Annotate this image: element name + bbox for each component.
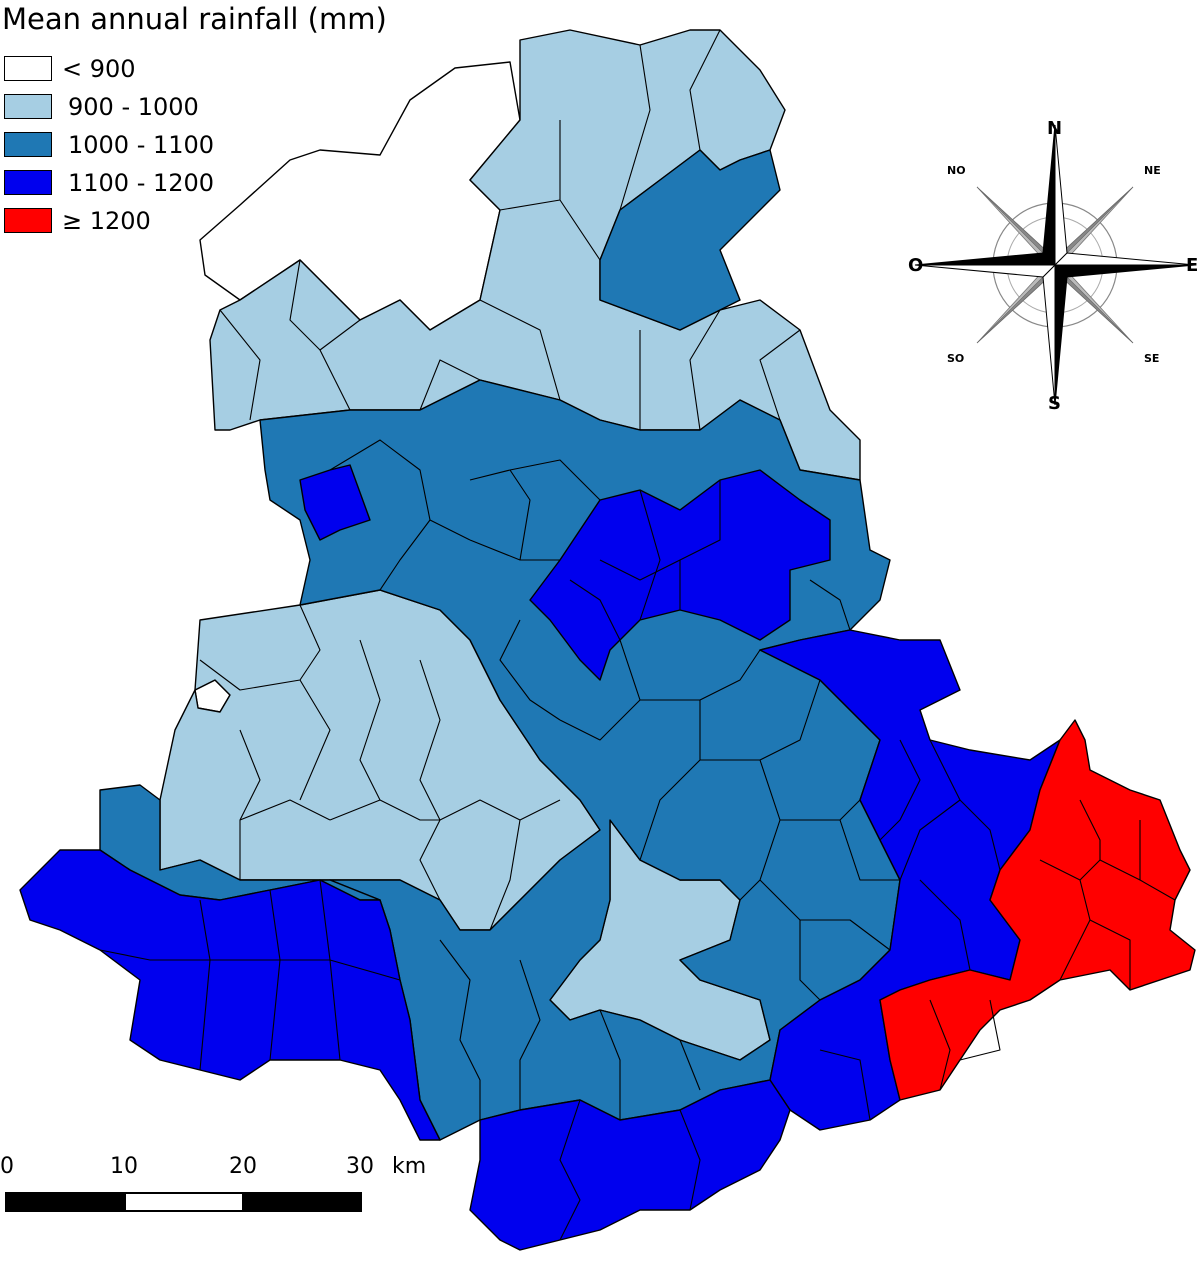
legend-swatch [4,132,52,157]
legend-label: 1000 - 1100 [68,131,215,159]
legend-swatch [4,94,52,119]
scale-tick-label: 10 [110,1154,138,1179]
zone-above-1200 [879,719,1196,1101]
compass-west-label: O [908,255,924,276]
legend-label: 1100 - 1200 [68,169,215,197]
map-title: Mean annual rainfall (mm) [2,2,387,36]
zone-1100-1200-southwest [19,849,441,1141]
compass-north-label: N [1047,118,1063,139]
legend-label: ≥ 1200 [62,207,151,235]
zone-1100-1200-west [299,464,371,541]
scale-segment [124,1192,244,1212]
zone-below-900 [199,61,521,331]
legend-label: < 900 [62,55,136,83]
zone-1100-1200-south [469,1079,791,1251]
compass-southwest-label: SO [947,352,965,365]
zone-1000-1100-northeast [599,149,781,331]
scale-tick-label: 20 [229,1154,257,1179]
scale-segment [242,1192,362,1212]
compass-northeast-label: NE [1144,164,1161,177]
scale-tick-label: 0 [0,1154,14,1179]
scale-segment [5,1192,126,1212]
compass-rose-icon [914,124,1196,406]
compass-southeast-label: SE [1144,352,1160,365]
compass-rose: N S E O NE NO SE SO [900,110,1200,420]
legend-swatch [4,208,52,233]
compass-east-label: E [1186,255,1199,276]
scale-bar: 0 10 20 30 km [0,1150,470,1220]
compass-south-label: S [1048,393,1061,414]
scale-unit-label: km [392,1154,427,1179]
scale-tick-label: 30 [346,1154,374,1179]
legend-label: 900 - 1000 [68,93,199,121]
legend-swatch [4,56,52,81]
legend-swatch [4,170,52,195]
compass-northwest-label: NO [947,164,966,177]
